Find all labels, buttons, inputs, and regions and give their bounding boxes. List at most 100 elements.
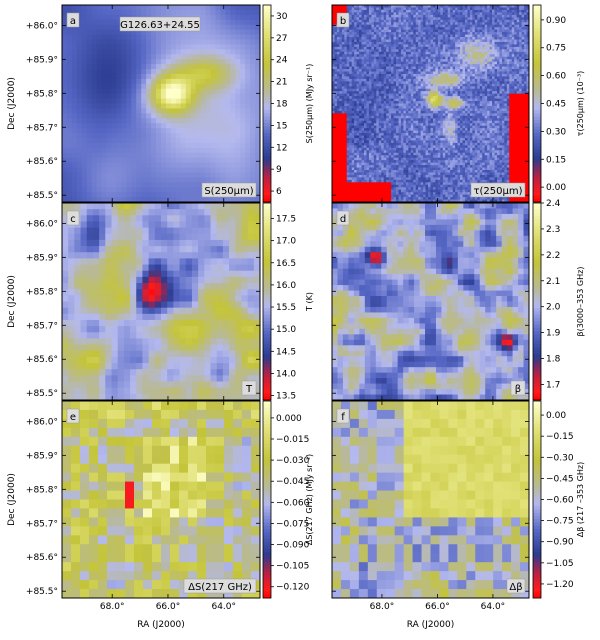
heatmap-cell [161,118,167,124]
heatmap-cell [400,96,404,99]
heatmap-cell [146,147,152,154]
heatmap-cell [131,172,137,178]
heatmap-cell [86,39,93,45]
heatmap-cell [349,113,353,117]
heatmap-cell [405,162,409,166]
heatmap-cell [146,113,152,119]
heatmap-cell [371,83,375,87]
heatmap-cell [405,174,409,178]
heatmap-cell [250,123,256,129]
heatmap-cell [146,64,152,70]
heatmap-cell [383,69,387,72]
heatmap-cell [371,197,375,200]
heatmap-cell [96,118,102,124]
heatmap-cell [393,115,397,119]
heatmap-cell [250,103,256,109]
heatmap-cell [388,29,392,33]
heatmap-cell [336,101,340,104]
heatmap-cell [359,91,362,95]
heatmap-cell [425,32,429,35]
heatmap-cell [361,7,365,11]
heatmap-cell [373,88,377,92]
heatmap-cell [400,174,404,178]
heatmap-cell [364,41,367,45]
heatmap-cell [405,165,409,168]
heatmap-cell [240,34,246,40]
heatmap-cell [101,152,107,159]
heatmap-cell [381,14,385,18]
heatmap-cell [220,162,226,168]
heatmap-cell [393,118,397,122]
heatmap-cell [368,14,372,18]
heatmap-cell [341,162,345,166]
heatmap-cell [190,147,197,154]
heatmap-cell [405,93,409,97]
heatmap-cell [111,177,117,183]
heatmap-cell [359,14,362,18]
heatmap-cell [210,29,216,35]
heatmap-cell [195,172,201,178]
heatmap-cell [334,64,338,67]
heatmap-cell [341,137,345,141]
heatmap-cell [344,118,348,122]
heatmap-cell [428,162,431,166]
heatmap-cell [364,49,367,53]
heatmap-cell [339,86,343,90]
heatmap-cell [428,96,431,99]
heatmap-cell [190,167,197,173]
heatmap-cell [71,187,78,193]
heatmap-cell [366,76,370,80]
heatmap-cell [376,137,380,141]
heatmap-cell [250,14,256,21]
heatmap-cell [413,98,417,102]
heatmap-cell [418,14,422,18]
heatmap-cell [373,140,377,144]
heatmap-cell [361,123,365,127]
heatmap-cell [225,24,231,31]
heatmap-cell [371,187,375,191]
heatmap-cell [346,108,350,112]
heatmap-cell [381,61,385,65]
heatmap-cell [373,118,377,122]
heatmap-cell [86,44,93,50]
heatmap-cell [349,182,353,186]
heatmap-cell [161,98,167,104]
heatmap-cell [373,5,377,8]
heatmap-cell [396,22,399,26]
heatmap-cell [428,37,431,40]
heatmap-cell [96,5,102,11]
heatmap-cell [195,98,201,104]
heatmap-cell [418,61,422,65]
heatmap-cell [366,182,370,186]
heatmap-cell [413,93,417,97]
heatmap-cell [250,78,256,85]
heatmap-cell [151,73,157,80]
heatmap-cell [383,96,387,99]
heatmap-cell [376,51,380,55]
heatmap-cell [334,189,338,193]
heatmap-cell [336,135,340,139]
heatmap-cell [413,147,417,151]
heatmap-cell [364,66,367,70]
heatmap-cell [408,56,412,60]
heatmap-cell [388,162,392,166]
heatmap-cell [381,120,385,124]
heatmap-cell [403,189,407,193]
heatmap-cell [354,91,358,95]
heatmap-cell [428,172,431,176]
heatmap-cell [344,189,348,193]
heatmap-cell [398,61,402,65]
heatmap-cell [364,46,367,50]
heatmap-cell [116,73,122,80]
heatmap-cell [151,152,157,159]
heatmap-cell [420,108,424,112]
heatmap-cell [344,54,348,58]
heatmap-cell [141,29,147,35]
heatmap-cell [391,86,394,90]
heatmap-cell [430,147,434,151]
heatmap-cell [383,54,387,58]
heatmap-cell [336,199,340,203]
heatmap-cell [393,199,397,203]
heatmap-cell [391,22,394,26]
heatmap-a [62,5,261,203]
